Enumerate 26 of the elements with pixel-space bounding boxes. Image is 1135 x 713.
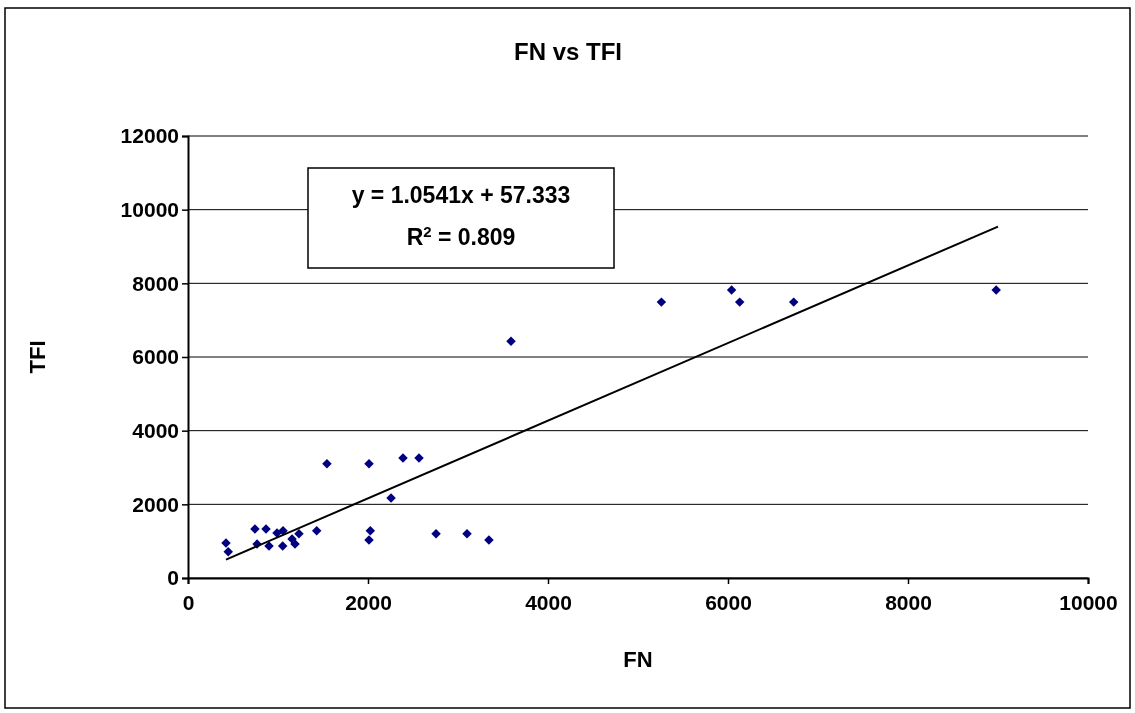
y-tick-label: 10000 (120, 197, 179, 221)
y-tick-label: 0 (167, 566, 179, 590)
chart-title: FN vs TFI (513, 38, 623, 65)
annotation: y = 1.0541x + 57.333 (351, 182, 571, 208)
x-axis-title: FN (623, 647, 653, 672)
x-tick-label: 10000 (1059, 591, 1118, 615)
x-tick-label: 0 (182, 591, 195, 615)
point (726, 285, 737, 295)
x-tick-label: 8000 (885, 591, 932, 615)
x-tick-label: 6000 (705, 591, 752, 615)
point (311, 526, 322, 536)
point (277, 541, 288, 551)
y-tick-label: 6000 (132, 345, 179, 369)
point (656, 297, 667, 307)
annotation: R$^{2}$ = 0.809 (406, 222, 516, 250)
point (365, 526, 376, 536)
y-tick-label: 4000 (132, 418, 179, 442)
y-tick-label: 8000 (132, 271, 179, 295)
y-tick-label: 2000 (132, 492, 179, 516)
point (788, 297, 799, 307)
point (223, 547, 233, 557)
x-tick-label: 4000 (525, 591, 572, 615)
y-tick-label: 12000 (120, 124, 179, 148)
y-axis-title: TFI (25, 340, 50, 374)
x-tick-label: 2000 (345, 591, 392, 615)
point (734, 297, 745, 307)
